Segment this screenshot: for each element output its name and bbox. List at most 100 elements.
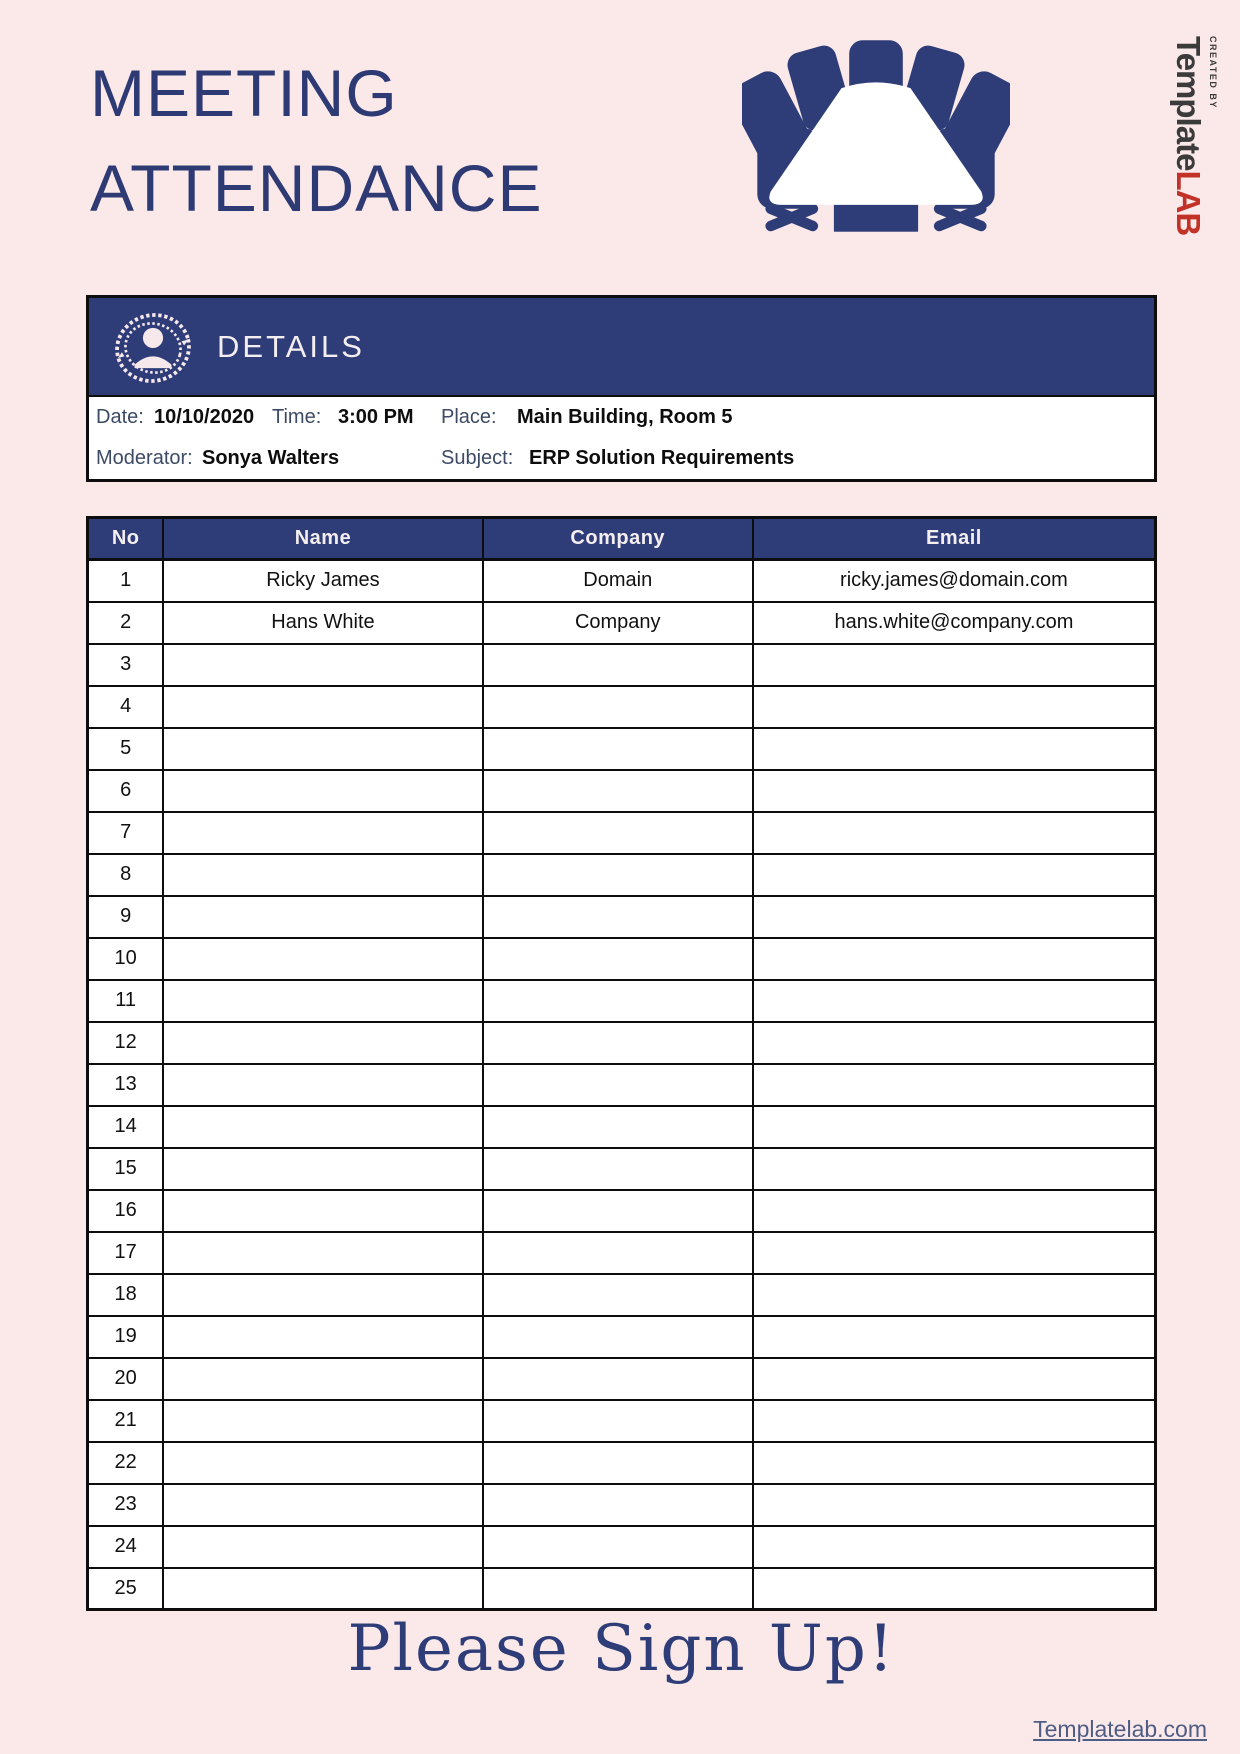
cell-company [481, 1062, 754, 1107]
cell-company [481, 894, 754, 939]
table-row: 6 [86, 768, 1157, 813]
cell-company [481, 1398, 754, 1443]
table-row: 12 [86, 1020, 1157, 1065]
brand-lab-text: LAB [1170, 170, 1207, 236]
table-row: 20 [86, 1356, 1157, 1401]
cell-name [162, 1104, 484, 1149]
cell-no: 14 [86, 1104, 165, 1149]
cell-no: 18 [86, 1272, 165, 1317]
cell-email [751, 642, 1157, 687]
cell-company: Domain [481, 558, 754, 603]
table-row: 14 [86, 1104, 1157, 1149]
cell-email [751, 978, 1157, 1023]
cell-company [481, 1230, 754, 1275]
cell-name [162, 1440, 484, 1485]
cell-email [751, 768, 1157, 813]
table-row: 11 [86, 978, 1157, 1023]
table-row: 5 [86, 726, 1157, 771]
table-row: 17 [86, 1230, 1157, 1275]
cell-no: 13 [86, 1062, 165, 1107]
cell-company [481, 1104, 754, 1149]
cell-no: 9 [86, 894, 165, 939]
cell-name [162, 852, 484, 897]
cell-name [162, 1188, 484, 1233]
cell-no: 2 [86, 600, 165, 645]
table-row: 3 [86, 642, 1157, 687]
table-row: 23 [86, 1482, 1157, 1527]
moderator-label: Moderator: [96, 447, 193, 469]
cell-company [481, 1314, 754, 1359]
table-row: 2 Hans White Company hans.white@company.com [86, 600, 1157, 645]
cell-name [162, 1062, 484, 1107]
cell-email: ricky.james@domain.com [751, 558, 1157, 603]
cell-name [162, 894, 484, 939]
col-header-email: Email [751, 516, 1157, 561]
table-row: 4 [86, 684, 1157, 729]
page-title-line1: MEETING [90, 56, 398, 130]
subject-label: Subject: [441, 447, 514, 469]
cell-name [162, 1524, 484, 1569]
cell-email [751, 1230, 1157, 1275]
cell-company [481, 726, 754, 771]
cell-email [751, 1356, 1157, 1401]
table-row: 22 [86, 1440, 1157, 1485]
templatelab-link[interactable]: Templatelab.com [1033, 1716, 1207, 1742]
cell-no: 11 [86, 978, 165, 1023]
cell-company [481, 1440, 754, 1485]
table-row: 1 Ricky James Domain ricky.james@domain.com [86, 558, 1157, 603]
cell-no: 17 [86, 1230, 165, 1275]
table-row: 10 [86, 936, 1157, 981]
cell-email [751, 852, 1157, 897]
cell-email [751, 1566, 1157, 1611]
moderator-value: Sonya Walters [202, 447, 340, 469]
table-row: 13 [86, 1062, 1157, 1107]
cell-company [481, 642, 754, 687]
cell-no: 5 [86, 726, 165, 771]
page-title: MEETING ATTENDANCE [90, 46, 542, 236]
table-row: 15 [86, 1146, 1157, 1191]
cell-no: 16 [86, 1188, 165, 1233]
cell-email [751, 1398, 1157, 1443]
cell-company [481, 1566, 754, 1611]
cell-name [162, 642, 484, 687]
table-row: 21 [86, 1398, 1157, 1443]
cell-email [751, 1062, 1157, 1107]
cell-name [162, 810, 484, 855]
cell-name [162, 1566, 484, 1611]
time-value: 3:00 PM [338, 406, 414, 428]
cell-email [751, 1104, 1157, 1149]
cell-no: 6 [86, 768, 165, 813]
cell-email [751, 1272, 1157, 1317]
cell-company [481, 936, 754, 981]
cell-company [481, 978, 754, 1023]
person-refresh-icon [115, 313, 191, 383]
cell-email [751, 684, 1157, 729]
cell-company [481, 684, 754, 729]
cell-email [751, 1146, 1157, 1191]
cell-name [162, 1230, 484, 1275]
date-label: Date: [96, 406, 144, 428]
cell-no: 15 [86, 1146, 165, 1191]
details-heading: DETAILS [217, 328, 365, 364]
cell-company [481, 810, 754, 855]
cell-company [481, 852, 754, 897]
cell-email: hans.white@company.com [751, 600, 1157, 645]
subject-value: ERP Solution Requirements [529, 447, 795, 469]
cell-no: 24 [86, 1524, 165, 1569]
cell-email [751, 1188, 1157, 1233]
cell-no: 1 [86, 558, 165, 603]
details-header-bar: DETAILS [89, 298, 1154, 397]
cell-no: 20 [86, 1356, 165, 1401]
cell-email [751, 810, 1157, 855]
col-header-name: Name [162, 516, 484, 561]
date-value: 10/10/2020 [154, 406, 255, 428]
cell-name [162, 1482, 484, 1527]
place-value: Main Building, Room 5 [517, 406, 733, 428]
cell-no: 12 [86, 1020, 165, 1065]
cell-name [162, 726, 484, 771]
cell-name [162, 1020, 484, 1065]
table-row: 18 [86, 1272, 1157, 1317]
cell-company [481, 1482, 754, 1527]
cell-no: 8 [86, 852, 165, 897]
